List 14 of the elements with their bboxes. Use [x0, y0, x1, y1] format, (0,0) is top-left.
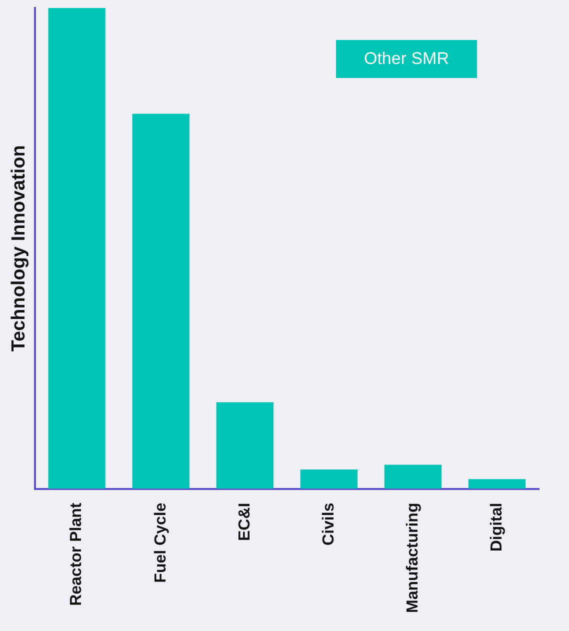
bar [132, 114, 190, 489]
bar [300, 470, 358, 489]
x-tick-label: EC&I [236, 502, 254, 542]
bar [468, 479, 526, 489]
x-tick-label: Fuel Cycle [152, 502, 170, 583]
x-tick-label: Civils [320, 502, 338, 546]
x-tick-label: Manufacturing [404, 502, 422, 613]
x-tick-label: Digital [488, 502, 506, 552]
legend-box: Other SMR [336, 40, 477, 78]
x-tick-label: Reactor Plant [68, 502, 86, 606]
y-axis-title: Technology Innovation [8, 145, 30, 352]
bar [384, 464, 442, 489]
bar [48, 8, 106, 489]
bar [216, 402, 274, 489]
